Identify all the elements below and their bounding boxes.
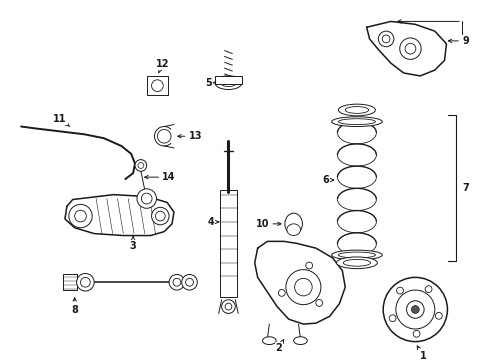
Circle shape	[389, 315, 396, 321]
Circle shape	[182, 274, 197, 290]
Circle shape	[425, 286, 432, 293]
Circle shape	[412, 306, 419, 314]
Text: 14: 14	[145, 172, 176, 182]
Ellipse shape	[294, 337, 307, 345]
Text: 7: 7	[463, 183, 469, 193]
Text: 11: 11	[53, 114, 70, 126]
Text: 1: 1	[417, 346, 426, 360]
Circle shape	[157, 130, 171, 143]
Ellipse shape	[345, 107, 368, 113]
Circle shape	[80, 278, 90, 287]
Circle shape	[135, 159, 147, 171]
Circle shape	[396, 287, 403, 294]
Circle shape	[407, 301, 424, 318]
Circle shape	[225, 303, 232, 310]
Text: 2: 2	[276, 339, 284, 354]
Circle shape	[436, 312, 442, 319]
Circle shape	[169, 274, 185, 290]
Circle shape	[278, 289, 285, 296]
Text: 13: 13	[178, 131, 202, 141]
Circle shape	[413, 330, 420, 337]
Bar	[220, 190, 237, 297]
Ellipse shape	[332, 117, 382, 126]
Ellipse shape	[263, 337, 276, 345]
Text: 9: 9	[448, 36, 469, 46]
Circle shape	[405, 43, 416, 54]
Circle shape	[69, 204, 92, 228]
Circle shape	[378, 31, 394, 47]
Circle shape	[382, 35, 390, 43]
Circle shape	[316, 300, 322, 306]
Circle shape	[294, 278, 312, 296]
Circle shape	[221, 300, 235, 314]
Circle shape	[138, 162, 144, 168]
Text: 6: 6	[322, 175, 334, 185]
Text: 4: 4	[208, 217, 219, 227]
Circle shape	[396, 290, 435, 329]
Ellipse shape	[339, 252, 375, 258]
Bar	[63, 274, 76, 290]
Ellipse shape	[285, 213, 302, 235]
Text: 5: 5	[206, 78, 214, 88]
Circle shape	[141, 193, 152, 204]
Ellipse shape	[339, 119, 375, 125]
Circle shape	[173, 278, 181, 286]
Circle shape	[286, 270, 321, 305]
Circle shape	[155, 211, 165, 221]
Ellipse shape	[215, 76, 242, 90]
Circle shape	[306, 262, 313, 269]
Ellipse shape	[220, 79, 236, 87]
Bar	[215, 76, 242, 84]
Circle shape	[151, 207, 169, 225]
Circle shape	[76, 274, 94, 291]
Text: 8: 8	[71, 298, 78, 315]
Ellipse shape	[339, 104, 375, 116]
Circle shape	[400, 38, 421, 59]
Ellipse shape	[287, 224, 300, 235]
Circle shape	[74, 210, 86, 222]
Bar	[147, 76, 168, 95]
Ellipse shape	[337, 257, 377, 269]
Ellipse shape	[332, 250, 382, 260]
Circle shape	[186, 278, 194, 286]
Circle shape	[137, 189, 156, 208]
Circle shape	[383, 278, 447, 342]
Circle shape	[151, 80, 163, 91]
Ellipse shape	[343, 259, 370, 266]
Text: 12: 12	[155, 59, 169, 73]
Text: 3: 3	[130, 237, 136, 251]
Text: 10: 10	[256, 219, 281, 229]
